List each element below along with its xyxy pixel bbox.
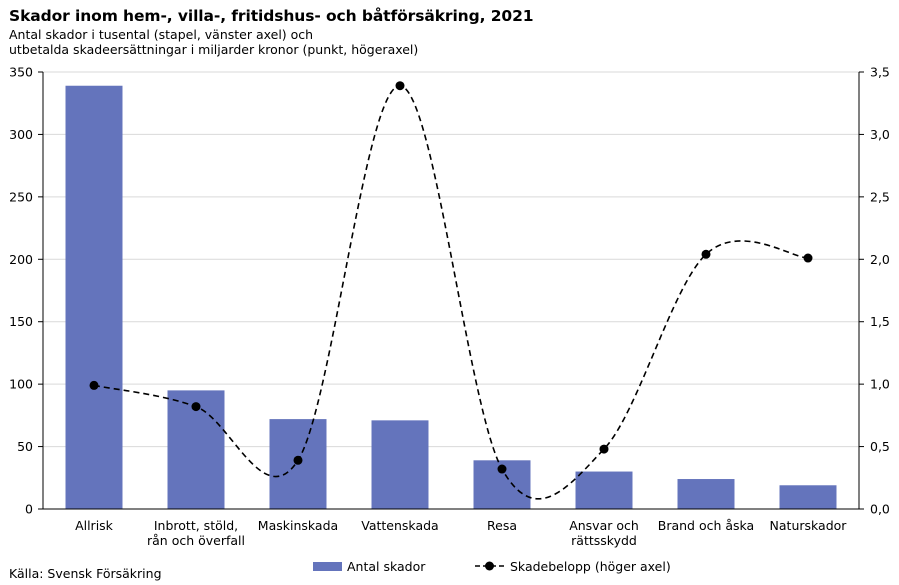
bar (575, 471, 633, 509)
left-tick-label: 100 (9, 377, 33, 392)
right-tick-label: 2,0 (870, 252, 890, 267)
chart-title: Skador inom hem-, villa-, fritidshus- oc… (9, 7, 534, 25)
right-tick-label: 1,5 (870, 314, 890, 329)
line-path (93, 84, 809, 500)
bar (65, 85, 123, 509)
line-point (191, 402, 201, 412)
x-tick-label: Ansvar och (569, 518, 639, 533)
right-tick-label: 2,5 (870, 189, 890, 204)
gridlines (43, 71, 859, 448)
line-point (701, 249, 711, 259)
line-series (89, 81, 813, 500)
bar (371, 420, 429, 509)
axes: 0 0,0 50 0,5 100 1,0 150 1,5 200 2,0 250 2,5 300 3,0 3… (9, 65, 890, 549)
left-tick-label: 0 (25, 502, 33, 517)
bar (779, 485, 837, 509)
left-tick-label: 200 (9, 252, 33, 267)
source-note: Källa: Svensk Försäkring (9, 566, 162, 581)
legend-marker-line (485, 561, 494, 571)
x-tick-label: Resa (487, 518, 517, 533)
legend: Antal skador Skadebelopp (höger axel) (313, 559, 671, 574)
left-tick-label: 300 (9, 127, 33, 142)
right-tick-label: 3,0 (870, 127, 890, 142)
left-tick-label: 50 (17, 439, 33, 454)
chart-subtitle-line-2: utbetalda skadeersättningar i miljarder … (9, 42, 419, 57)
left-tick-label: 350 (9, 65, 33, 80)
line-point (293, 455, 303, 465)
right-tick-label: 3,5 (870, 65, 890, 80)
line-point (803, 253, 813, 263)
right-tick-label: 0,5 (870, 439, 890, 454)
x-tick-label: Inbrott, stöld, (154, 518, 238, 533)
x-tick-label: Vattenskada (361, 518, 438, 533)
legend-label-line: Skadebelopp (höger axel) (510, 559, 671, 574)
chart-subtitle-line-1: Antal skador i tusental (stapel, vänster… (9, 27, 314, 42)
left-tick-label: 250 (9, 189, 33, 204)
x-tick-label: Naturskador (770, 518, 848, 533)
bar-series (65, 85, 837, 509)
x-tick-label: Allrisk (75, 518, 114, 533)
x-tick-label: rån och överfall (147, 533, 245, 548)
right-tick-label: 1,0 (870, 377, 890, 392)
left-tick-label: 150 (9, 314, 33, 329)
legend-swatch-bars (313, 562, 342, 571)
right-tick-label: 0,0 (870, 502, 890, 517)
bar (677, 479, 735, 509)
line-point (599, 444, 609, 454)
line-point (395, 81, 405, 91)
legend-label-bars: Antal skador (347, 559, 426, 574)
line-point (497, 464, 507, 474)
x-tick-label: Maskinskada (258, 518, 338, 533)
x-tick-label: Brand och åska (658, 518, 754, 533)
line-point (89, 380, 99, 390)
x-tick-label: rättsskydd (571, 533, 637, 548)
